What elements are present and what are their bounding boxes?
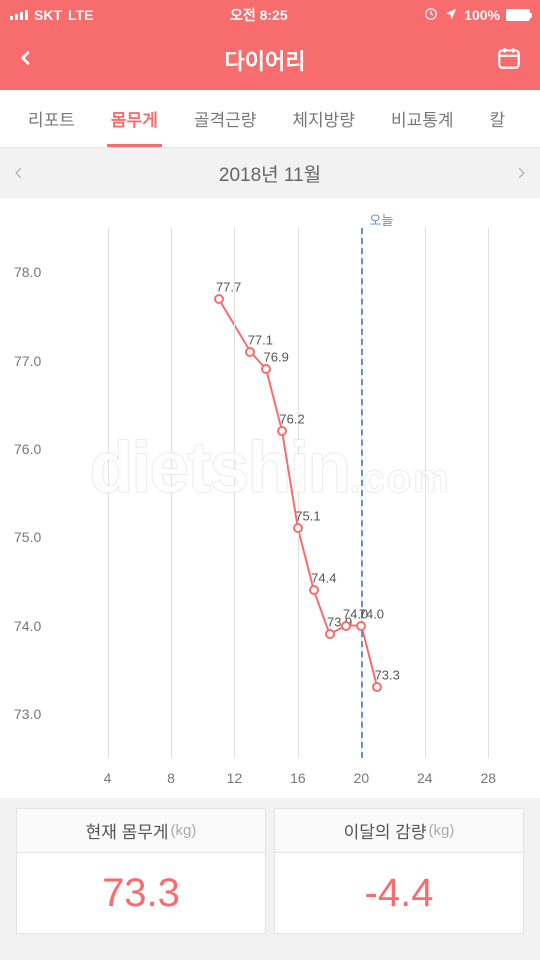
tab-3[interactable]: 체지방량 — [274, 90, 373, 147]
data-point[interactable] — [277, 426, 287, 436]
gridline-v — [171, 228, 172, 758]
today-line — [361, 228, 363, 758]
stat-current-label: 현재 몸무게 — [86, 818, 169, 843]
signal-icon — [10, 10, 28, 20]
status-bar: SKT LTE 오전 8:25 100% — [0, 0, 540, 30]
month-navigator: 2018년 11월 — [0, 148, 540, 198]
x-tick-label: 24 — [417, 770, 433, 786]
month-label: 2018년 11월 — [219, 160, 321, 187]
tab-1[interactable]: 몸무게 — [93, 90, 176, 147]
data-point[interactable] — [372, 682, 382, 692]
chart-line — [60, 228, 520, 758]
carrier-label: SKT — [34, 7, 62, 23]
data-point[interactable] — [309, 585, 319, 595]
gridline-v — [234, 228, 235, 758]
stat-current-weight: 현재 몸무게 (kg) 73.3 — [16, 808, 266, 934]
x-tick-label: 20 — [354, 770, 370, 786]
app-header: 다이어리 — [0, 30, 540, 90]
battery-icon — [506, 9, 530, 21]
today-label: 오늘 — [369, 210, 393, 229]
data-point-label: 77.1 — [248, 332, 273, 347]
data-point[interactable] — [341, 621, 351, 631]
y-tick-label: 78.0 — [14, 264, 41, 280]
x-tick-label: 12 — [227, 770, 243, 786]
tab-bar: 리포트몸무게골격근량체지방량비교통계칼 — [0, 90, 540, 148]
next-month-button[interactable] — [514, 162, 528, 184]
prev-month-button[interactable] — [12, 162, 26, 184]
stat-delta-value: -4.4 — [275, 853, 523, 933]
gridline-v — [425, 228, 426, 758]
y-tick-label: 73.0 — [14, 706, 41, 722]
stat-delta-label: 이달의 감량 — [344, 818, 427, 843]
stat-delta-head: 이달의 감량 (kg) — [275, 809, 523, 853]
stat-current-unit: (kg) — [171, 822, 197, 839]
lock-icon — [424, 7, 438, 24]
battery-pct: 100% — [464, 7, 500, 23]
stat-current-value: 73.3 — [17, 853, 265, 933]
x-tick-label: 16 — [290, 770, 306, 786]
location-icon — [444, 7, 458, 24]
page-title: 다이어리 — [225, 44, 306, 76]
data-point[interactable] — [245, 347, 255, 357]
data-point-label: 74.4 — [311, 571, 336, 586]
gridline-v — [108, 228, 109, 758]
network-label: LTE — [68, 7, 93, 23]
data-point-label: 73.3 — [375, 668, 400, 683]
data-point[interactable] — [325, 629, 335, 639]
data-point[interactable] — [356, 621, 366, 631]
y-tick-label: 75.0 — [14, 529, 41, 545]
data-point[interactable] — [261, 364, 271, 374]
x-tick-label: 8 — [167, 770, 175, 786]
status-time: 오전 8:25 — [230, 5, 288, 25]
status-left: SKT LTE — [10, 7, 93, 23]
data-point-label: 75.1 — [295, 509, 320, 524]
data-point-label: 76.9 — [264, 350, 289, 365]
x-tick-label: 28 — [480, 770, 496, 786]
data-point[interactable] — [214, 294, 224, 304]
data-point-label: 76.2 — [279, 412, 304, 427]
y-tick-label: 77.0 — [14, 353, 41, 369]
data-point[interactable] — [293, 523, 303, 533]
stat-delta-unit: (kg) — [429, 822, 455, 839]
x-tick-label: 4 — [104, 770, 112, 786]
back-button[interactable] — [18, 46, 34, 75]
tab-4[interactable]: 비교통계 — [373, 90, 472, 147]
y-tick-label: 74.0 — [14, 618, 41, 634]
data-point-label: 74.0 — [359, 606, 384, 621]
chart-plot: 오늘77.777.176.976.275.174.473.974.074.073… — [60, 228, 520, 758]
gridline-v — [488, 228, 489, 758]
tab-5[interactable]: 칼 — [472, 90, 524, 147]
stats-row: 현재 몸무게 (kg) 73.3 이달의 감량 (kg) -4.4 — [0, 798, 540, 950]
stat-current-head: 현재 몸무게 (kg) — [17, 809, 265, 853]
status-right: 100% — [424, 7, 530, 24]
tab-0[interactable]: 리포트 — [10, 90, 93, 147]
y-tick-label: 76.0 — [14, 441, 41, 457]
stat-month-delta: 이달의 감량 (kg) -4.4 — [274, 808, 524, 934]
data-point-label: 77.7 — [216, 279, 241, 294]
tab-2[interactable]: 골격근량 — [176, 90, 275, 147]
gridline-v — [298, 228, 299, 758]
calendar-button[interactable] — [496, 45, 522, 76]
weight-chart: 오늘77.777.176.976.275.174.473.974.074.073… — [0, 198, 540, 798]
